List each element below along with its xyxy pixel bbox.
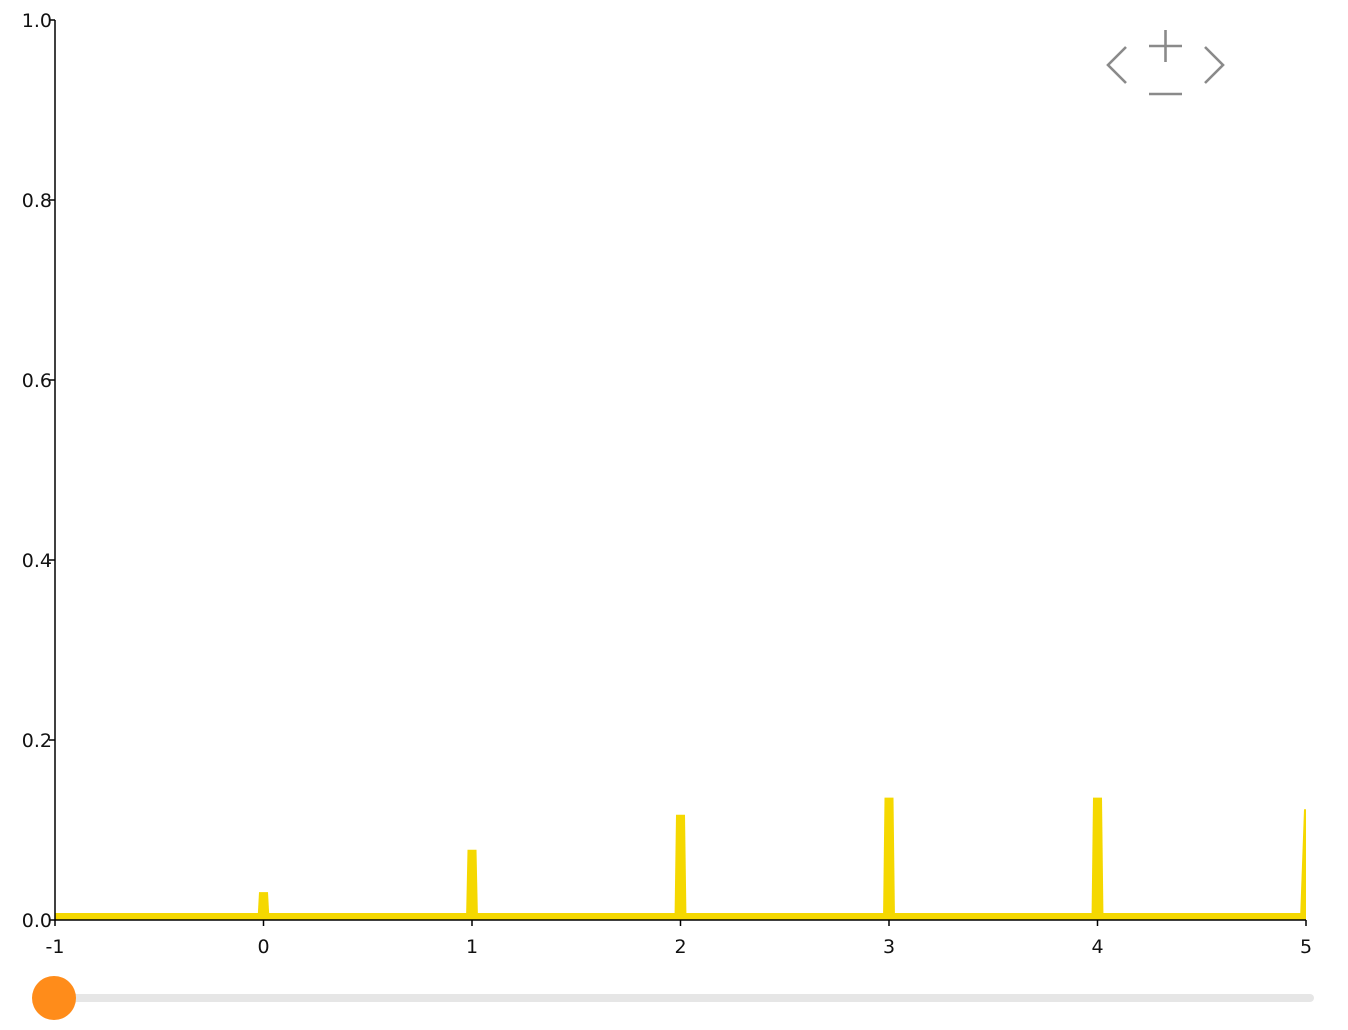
y-tick-label: 0.2 [22,730,52,752]
x-tick-label: 2 [674,936,686,958]
y-tick-label: 0.6 [22,370,52,392]
x-tick-label: 4 [1091,936,1103,958]
y-tick-label: 0.8 [22,190,52,212]
x-tick-label: 0 [257,936,269,958]
area-spike-1 [466,849,478,920]
axes: 0.0 0.2 0.4 0.6 0.8 1.0 -1 0 1 2 3 4 5 [22,10,1312,958]
x-tick-label: 1 [466,936,478,958]
area-chart: 0.0 0.2 0.4 0.6 0.8 1.0 -1 0 1 2 3 4 5 [22,10,1312,958]
x-tick-label: 3 [883,936,895,958]
x-tick-label: 5 [1300,936,1312,958]
pan-left-icon[interactable] [1098,40,1132,90]
area-spike-2 [674,814,687,920]
plot-area [55,797,1306,920]
zoom-pan-controls [1098,28,1232,106]
pan-right-icon[interactable] [1198,40,1232,90]
slider-track[interactable] [52,994,1314,1002]
y-tick-label: 1.0 [22,10,52,32]
zoom-in-icon[interactable] [1144,28,1186,64]
area-spike-5 [1300,809,1306,920]
y-tick-label: 0.0 [22,910,52,932]
area-spike-4 [1091,797,1104,920]
range-slider[interactable] [32,975,1314,1021]
x-tick-label: -1 [46,936,65,958]
area-spike-3 [883,797,895,920]
zoom-out-icon[interactable] [1144,80,1186,106]
slider-handle[interactable] [32,976,76,1020]
y-tick-label: 0.4 [22,550,52,572]
area-spike-0 [257,892,270,920]
